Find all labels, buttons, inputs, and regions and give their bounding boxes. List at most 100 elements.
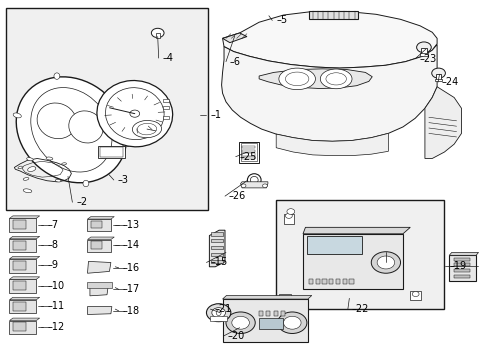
Bar	[87, 219, 111, 231]
Bar	[222, 299, 307, 342]
Bar	[87, 239, 111, 252]
Ellipse shape	[325, 73, 346, 85]
Polygon shape	[87, 261, 111, 273]
Bar	[273, 311, 277, 316]
Bar	[266, 311, 270, 316]
Polygon shape	[221, 44, 436, 141]
Bar	[238, 142, 259, 163]
Ellipse shape	[28, 167, 36, 172]
Ellipse shape	[250, 176, 258, 184]
Polygon shape	[9, 216, 40, 219]
Bar	[91, 221, 102, 228]
Bar	[315, 279, 319, 284]
Bar	[435, 74, 440, 80]
Bar	[13, 261, 25, 270]
Ellipse shape	[23, 177, 29, 180]
Polygon shape	[259, 69, 371, 89]
Bar	[241, 157, 255, 159]
Bar	[9, 259, 36, 273]
Bar	[211, 246, 223, 249]
Ellipse shape	[97, 81, 172, 147]
Bar	[328, 279, 333, 284]
Polygon shape	[87, 217, 114, 219]
Bar	[241, 153, 255, 156]
Ellipse shape	[16, 77, 126, 183]
Ellipse shape	[83, 180, 89, 187]
Bar	[13, 322, 25, 331]
Bar	[409, 291, 420, 300]
Bar	[453, 258, 469, 261]
Polygon shape	[424, 87, 461, 158]
Bar	[322, 279, 326, 284]
Ellipse shape	[31, 87, 112, 172]
Circle shape	[283, 316, 301, 329]
Ellipse shape	[132, 121, 161, 138]
Text: –24: –24	[441, 77, 458, 87]
Bar	[240, 143, 257, 161]
Polygon shape	[303, 227, 409, 234]
Ellipse shape	[247, 174, 261, 186]
Bar	[13, 220, 25, 229]
Circle shape	[411, 292, 418, 297]
Ellipse shape	[285, 72, 308, 86]
Bar	[306, 236, 361, 253]
Bar	[163, 106, 168, 109]
Bar	[211, 260, 223, 263]
Circle shape	[130, 110, 140, 117]
Text: –7: –7	[47, 220, 58, 230]
Polygon shape	[222, 296, 311, 299]
Bar	[9, 279, 36, 293]
Bar	[342, 279, 346, 284]
Polygon shape	[87, 237, 114, 239]
Bar	[453, 269, 469, 272]
Text: –2: –2	[76, 197, 87, 207]
Circle shape	[225, 312, 255, 333]
Circle shape	[277, 312, 306, 333]
Circle shape	[262, 184, 267, 188]
Bar	[9, 320, 36, 334]
Bar	[420, 48, 426, 54]
Ellipse shape	[46, 157, 53, 160]
Text: –17: –17	[122, 284, 140, 294]
Bar	[308, 279, 313, 284]
Text: –26: –26	[228, 191, 245, 201]
Bar	[91, 241, 102, 249]
Ellipse shape	[216, 310, 221, 316]
Ellipse shape	[107, 88, 115, 93]
Bar	[278, 294, 290, 302]
Bar	[453, 264, 469, 266]
Circle shape	[206, 304, 230, 321]
Text: –11: –11	[47, 301, 64, 311]
Text: –9: –9	[47, 260, 58, 270]
Text: –14: –14	[122, 240, 140, 250]
Bar	[419, 53, 427, 56]
Ellipse shape	[37, 103, 76, 139]
Text: –22: –22	[351, 304, 368, 314]
Ellipse shape	[69, 111, 103, 143]
Bar	[241, 149, 255, 152]
Text: –15: –15	[210, 257, 227, 267]
Bar	[163, 116, 168, 119]
Bar	[98, 146, 125, 158]
Circle shape	[286, 209, 294, 215]
Bar	[348, 279, 353, 284]
Circle shape	[376, 256, 394, 269]
Text: –25: –25	[239, 152, 257, 162]
Circle shape	[231, 316, 249, 329]
Text: –21: –21	[214, 304, 231, 314]
Text: –18: –18	[122, 306, 140, 316]
Circle shape	[285, 213, 292, 219]
Ellipse shape	[13, 113, 21, 118]
Bar	[9, 219, 36, 232]
Polygon shape	[222, 33, 246, 42]
Ellipse shape	[121, 142, 129, 147]
Bar	[100, 147, 123, 157]
Bar	[13, 240, 25, 249]
Bar	[448, 255, 475, 281]
Text: –23: –23	[418, 54, 435, 64]
Bar	[259, 311, 263, 316]
Bar	[13, 281, 25, 290]
Polygon shape	[240, 182, 267, 188]
Text: –13: –13	[122, 220, 140, 230]
Circle shape	[431, 68, 445, 78]
